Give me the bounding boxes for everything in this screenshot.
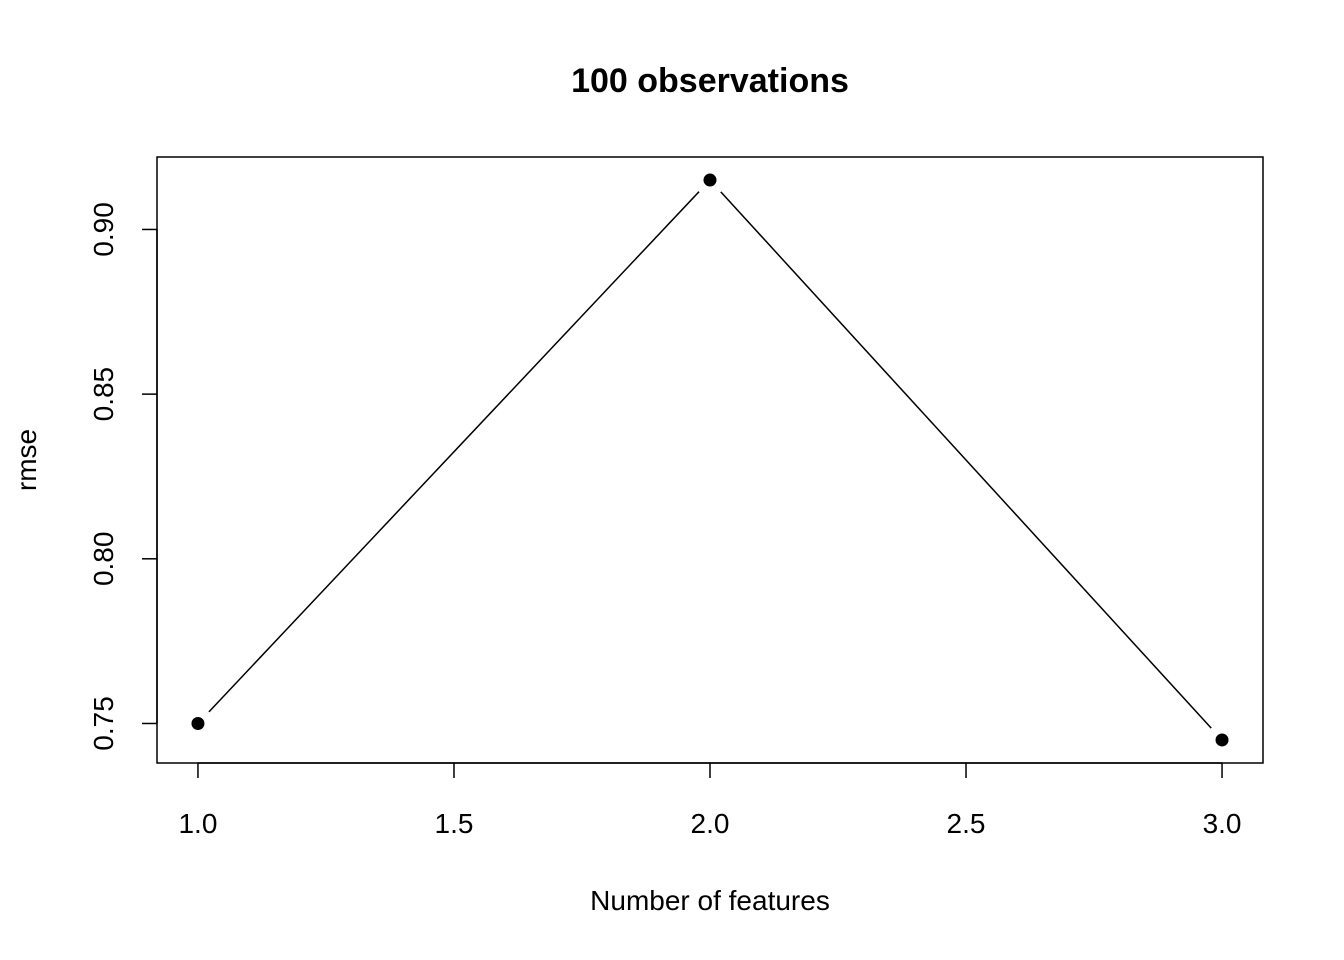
- x-axis: 1.0 1.5 2.0 2.5 3.0: [178, 762, 1242, 839]
- x-tick-label: 2.0: [691, 808, 730, 839]
- data-point: [703, 173, 717, 187]
- x-tick-label: 2.5: [947, 808, 986, 839]
- plot-frame: [156, 156, 1264, 764]
- series-line-segment: [720, 191, 1212, 729]
- series-line-segment: [208, 191, 700, 713]
- y-axis: 0.75 0.80 0.85 0.90: [88, 202, 158, 751]
- series-line: [208, 191, 1212, 729]
- x-tick-label: 3.0: [1203, 808, 1242, 839]
- data-points: [191, 173, 1229, 747]
- y-axis-label: rmse: [11, 429, 42, 491]
- y-tick-label: 0.85: [88, 367, 119, 422]
- x-axis-label: Number of features: [590, 885, 830, 916]
- data-point: [1215, 733, 1229, 747]
- y-tick-label: 0.75: [88, 696, 119, 751]
- y-tick-label: 0.90: [88, 202, 119, 257]
- data-point: [191, 716, 205, 730]
- x-tick-label: 1.5: [435, 808, 474, 839]
- chart-title: 100 observations: [571, 62, 849, 100]
- x-tick-label: 1.0: [178, 808, 217, 839]
- y-tick-label: 0.80: [88, 532, 119, 587]
